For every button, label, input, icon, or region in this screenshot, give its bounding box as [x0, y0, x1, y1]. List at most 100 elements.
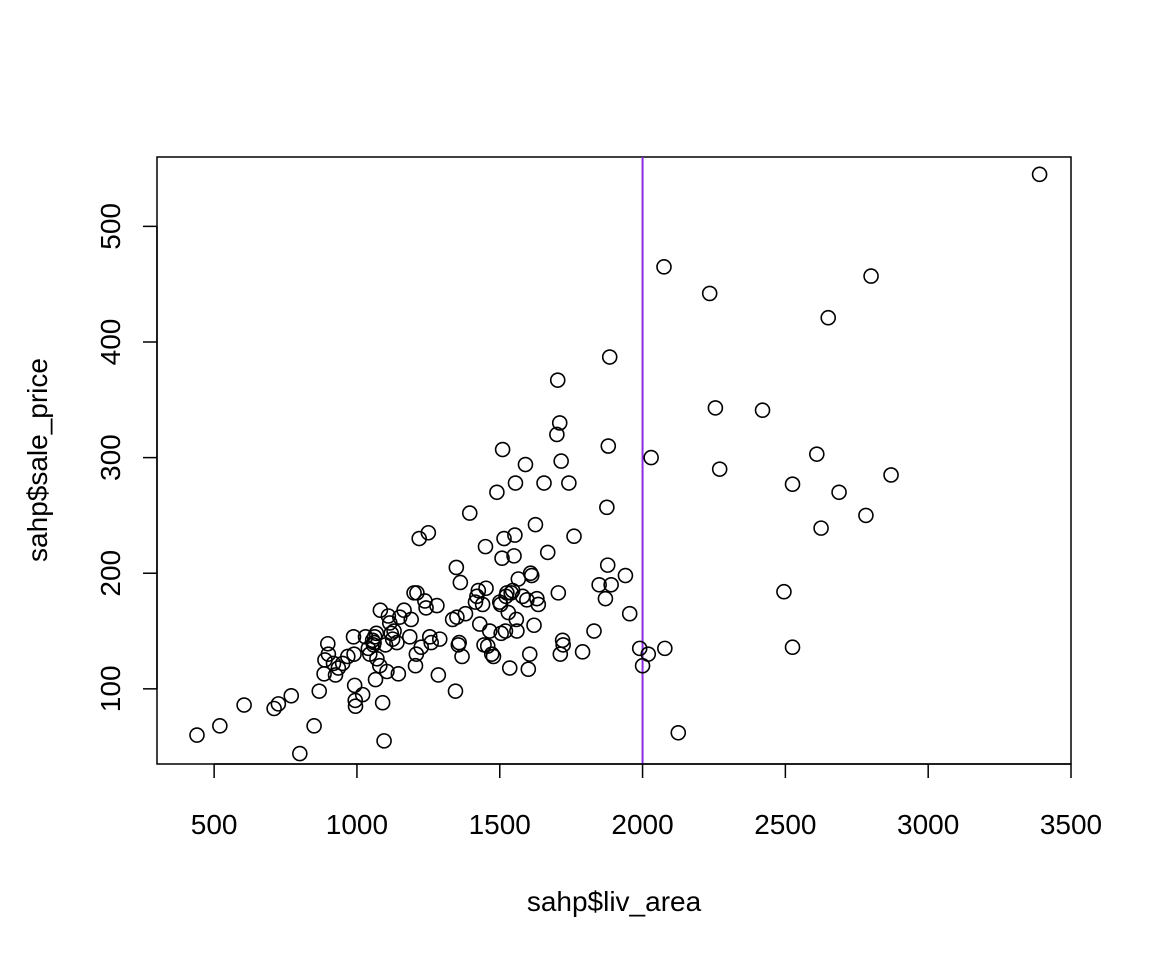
data-point: [357, 629, 374, 645]
data-point: [831, 484, 847, 501]
data-point: [339, 648, 356, 665]
data-point: [643, 449, 659, 466]
data-point: [527, 516, 544, 533]
data-point: [413, 639, 430, 656]
x-tick-label: 2500: [754, 809, 816, 840]
data-point: [707, 400, 724, 416]
data-point: [292, 745, 308, 762]
data-point: [452, 574, 469, 591]
data-point: [670, 724, 687, 741]
x-tick-label: 1000: [326, 809, 388, 840]
data-point: [555, 637, 571, 653]
data-point: [345, 629, 362, 645]
data-point: [496, 530, 512, 547]
data-point: [449, 609, 465, 625]
data-point: [380, 608, 397, 624]
data-point: [711, 461, 728, 477]
data-point: [325, 655, 342, 672]
data-point: [520, 661, 537, 677]
data-point: [599, 499, 615, 516]
data-point: [601, 349, 618, 365]
data-point: [372, 602, 389, 619]
data-point: [423, 634, 440, 651]
data-point: [507, 475, 524, 491]
data-point: [379, 663, 395, 680]
data-point: [631, 640, 648, 657]
data-point: [485, 648, 502, 665]
data-point: [784, 476, 801, 493]
data-point: [517, 456, 534, 473]
data-point: [494, 441, 511, 458]
x-tick-label: 500: [191, 809, 238, 840]
data-point: [536, 475, 552, 491]
data-point: [386, 623, 402, 639]
y-tick-label: 400: [95, 319, 126, 366]
data-point: [469, 588, 485, 605]
data-point: [574, 644, 591, 660]
data-point: [461, 505, 478, 521]
data-point: [621, 605, 638, 622]
data-point: [420, 524, 437, 541]
data-point: [489, 484, 505, 501]
data-point: [497, 623, 514, 639]
data-point: [591, 576, 607, 593]
data-point: [617, 567, 634, 584]
data-point: [407, 657, 424, 674]
data-point: [346, 646, 362, 662]
x-tick-label: 3500: [1040, 809, 1102, 840]
data-point: [367, 671, 384, 688]
data-point: [429, 597, 445, 614]
data-point: [454, 648, 470, 665]
data-point: [478, 580, 494, 597]
data-point: [656, 259, 672, 275]
data-point: [421, 629, 438, 645]
data-point: [808, 446, 825, 462]
data-point: [431, 631, 448, 647]
data-point: [483, 646, 500, 662]
data-point: [754, 402, 771, 419]
data-point: [554, 632, 571, 649]
data-point: [640, 646, 657, 662]
data-point: [347, 698, 364, 714]
data-point: [430, 667, 447, 683]
data-point: [409, 585, 425, 601]
data-point: [523, 567, 540, 584]
data-point: [506, 548, 522, 564]
data-point: [366, 634, 382, 651]
data-point: [354, 686, 371, 703]
data-point: [549, 372, 566, 388]
y-tick-label: 500: [95, 203, 126, 250]
data-point: [508, 611, 525, 628]
data-point: [603, 576, 619, 593]
data-point: [549, 426, 565, 443]
data-point: [813, 520, 829, 536]
data-point: [477, 538, 494, 555]
data-point: [320, 635, 336, 652]
data-point: [311, 683, 328, 699]
data-point: [320, 646, 337, 662]
data-point: [376, 733, 392, 749]
data-point: [550, 585, 567, 601]
data-point: [701, 285, 718, 302]
data-point: [561, 475, 577, 491]
data-point: [447, 683, 464, 699]
x-axis-title: sahp$liv_area: [527, 886, 702, 917]
data-point: [283, 687, 300, 704]
y-axis: 100 200 300 400 500: [95, 203, 158, 712]
data-point: [369, 650, 385, 667]
data-point: [457, 605, 474, 622]
data-point: [539, 544, 556, 561]
data-point: [306, 718, 322, 734]
data-point: [863, 268, 879, 284]
data-point: [403, 611, 420, 628]
x-tick-label: 3000: [897, 809, 959, 840]
data-point: [599, 557, 616, 573]
data-point: [327, 667, 344, 683]
data-point: [586, 623, 602, 639]
data-point: [212, 718, 228, 734]
data-point: [384, 631, 401, 647]
data-point: [526, 617, 542, 634]
data-point: [494, 550, 510, 566]
data-point: [521, 646, 538, 662]
data-point: [820, 309, 837, 326]
